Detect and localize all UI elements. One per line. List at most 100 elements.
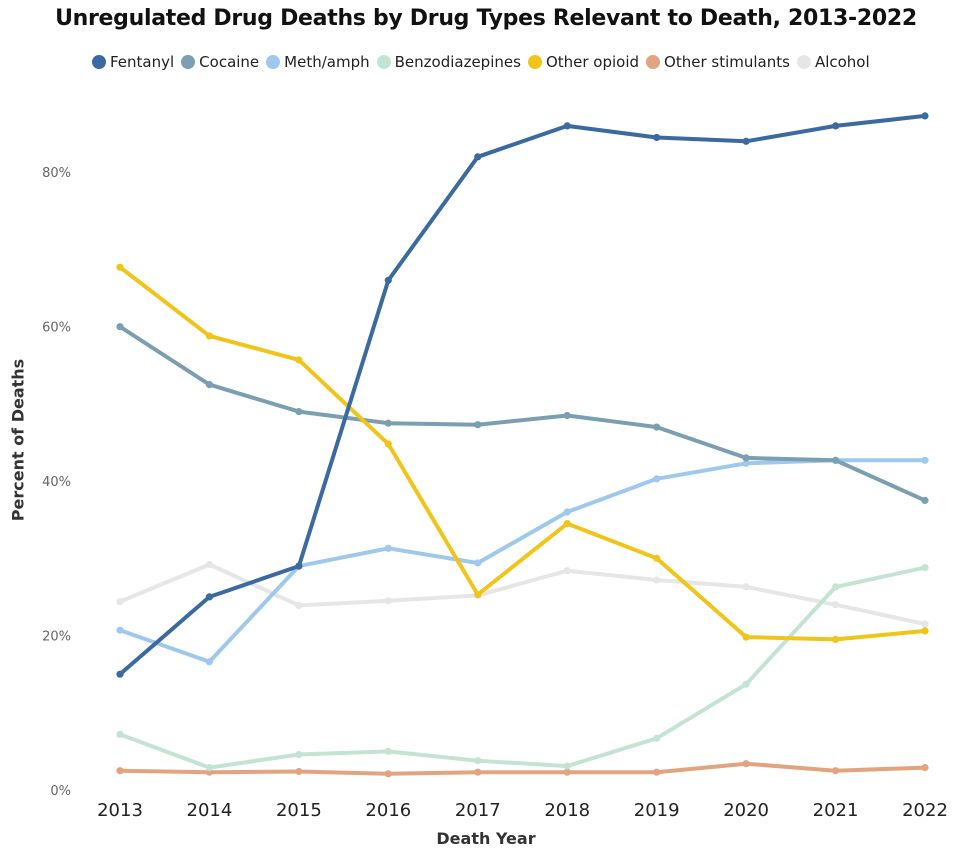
- series-other-stimulants: [116, 760, 929, 778]
- data-point-other-opioid[interactable]: [474, 591, 482, 599]
- data-point-other-opioid[interactable]: [295, 356, 303, 364]
- data-point-cocaine[interactable]: [921, 496, 929, 504]
- data-point-other-opioid[interactable]: [205, 332, 213, 340]
- data-point-benzodiazepines[interactable]: [832, 583, 840, 591]
- data-point-alcohol[interactable]: [116, 598, 124, 606]
- series-cocaine: [116, 323, 929, 504]
- data-point-other-opioid[interactable]: [384, 440, 392, 448]
- legend-label: Benzodiazepines: [394, 53, 521, 71]
- legend-label: Other stimulants: [664, 53, 790, 71]
- y-tick-label: 40%: [42, 475, 71, 490]
- data-point-fentanyl[interactable]: [474, 153, 482, 161]
- data-point-benzodiazepines[interactable]: [384, 747, 392, 756]
- data-point-fentanyl[interactable]: [742, 137, 750, 145]
- data-point-cocaine[interactable]: [563, 411, 571, 420]
- legend-item-other-opioid[interactable]: Other opioid: [527, 53, 639, 71]
- series-line-fentanyl: [118, 113, 927, 677]
- x-tick-label: 2019: [634, 800, 680, 821]
- data-point-meth-amph[interactable]: [742, 459, 750, 467]
- data-point-cocaine[interactable]: [205, 381, 213, 389]
- legend-item-alcohol[interactable]: Alcohol: [796, 53, 870, 71]
- x-tick-label: 2022: [902, 800, 948, 821]
- data-point-cocaine[interactable]: [742, 454, 750, 462]
- data-point-other-stimulants[interactable]: [116, 767, 124, 775]
- data-point-other-stimulants[interactable]: [384, 770, 392, 778]
- data-point-benzodiazepines[interactable]: [653, 734, 661, 742]
- legend-item-meth-amph[interactable]: Meth/amph: [266, 53, 370, 71]
- data-point-alcohol[interactable]: [653, 576, 661, 584]
- data-point-meth-amph[interactable]: [116, 626, 124, 634]
- data-point-alcohol[interactable]: [384, 597, 392, 605]
- x-tick-label: 2017: [455, 800, 501, 821]
- data-point-fentanyl[interactable]: [116, 670, 124, 678]
- data-point-meth-amph[interactable]: [563, 508, 571, 516]
- legend-swatch: [527, 55, 542, 69]
- data-point-cocaine[interactable]: [384, 419, 392, 427]
- data-point-benzodiazepines[interactable]: [921, 564, 929, 572]
- data-point-cocaine[interactable]: [474, 421, 482, 429]
- data-point-other-opioid[interactable]: [116, 263, 124, 271]
- x-tick-label: 2014: [187, 800, 233, 821]
- data-point-other-opioid[interactable]: [832, 635, 840, 644]
- data-point-other-opioid[interactable]: [653, 554, 661, 562]
- data-point-alcohol[interactable]: [921, 620, 929, 628]
- data-point-cocaine[interactable]: [116, 323, 124, 331]
- data-point-meth-amph[interactable]: [384, 544, 392, 552]
- x-tick-label: 2021: [813, 800, 859, 821]
- legend-item-other-stimulants[interactable]: Other stimulants: [646, 53, 790, 71]
- data-point-other-stimulants[interactable]: [832, 767, 840, 775]
- series-line-cocaine: [118, 324, 927, 503]
- data-point-fentanyl[interactable]: [384, 276, 392, 284]
- data-point-other-stimulants[interactable]: [474, 768, 482, 776]
- data-point-fentanyl[interactable]: [205, 593, 213, 601]
- data-point-other-stimulants[interactable]: [563, 768, 571, 776]
- data-point-benzodiazepines[interactable]: [742, 680, 750, 688]
- data-point-other-opioid[interactable]: [921, 627, 929, 635]
- data-point-benzodiazepines[interactable]: [205, 764, 213, 772]
- data-point-alcohol[interactable]: [205, 560, 213, 569]
- data-point-cocaine[interactable]: [832, 456, 840, 464]
- data-point-fentanyl[interactable]: [921, 112, 929, 120]
- data-point-other-stimulants[interactable]: [295, 767, 303, 776]
- y-tick-label: 20%: [42, 630, 71, 645]
- x-tick-label: 2020: [723, 800, 769, 821]
- legend-label: Alcohol: [814, 53, 870, 71]
- data-point-benzodiazepines[interactable]: [295, 750, 303, 759]
- data-point-meth-amph[interactable]: [474, 559, 482, 567]
- data-point-other-opioid[interactable]: [563, 520, 571, 528]
- data-point-meth-amph[interactable]: [653, 475, 661, 483]
- data-point-other-stimulants[interactable]: [742, 760, 750, 768]
- data-point-alcohol[interactable]: [742, 583, 750, 591]
- legend-item-fentanyl[interactable]: Fentanyl: [92, 53, 174, 71]
- data-point-fentanyl[interactable]: [653, 133, 661, 142]
- legend-swatch: [92, 55, 106, 69]
- data-point-alcohol[interactable]: [295, 601, 303, 610]
- data-point-meth-amph[interactable]: [205, 658, 213, 666]
- data-point-benzodiazepines[interactable]: [116, 730, 124, 739]
- data-point-cocaine[interactable]: [295, 408, 303, 416]
- data-point-other-stimulants[interactable]: [653, 768, 661, 776]
- data-point-alcohol[interactable]: [832, 601, 840, 609]
- data-point-other-opioid[interactable]: [742, 633, 750, 641]
- x-tick-label: 2018: [544, 800, 590, 821]
- legend-label: Cocaine: [199, 53, 260, 71]
- legend-item-benzodiazepines[interactable]: Benzodiazepines: [376, 53, 521, 71]
- data-point-fentanyl[interactable]: [295, 562, 303, 570]
- series-line-benzodiazepines: [118, 565, 927, 770]
- data-point-fentanyl[interactable]: [832, 122, 840, 130]
- data-point-fentanyl[interactable]: [563, 122, 571, 130]
- chart-title: Unregulated Drug Deaths by Drug Types Re…: [55, 6, 917, 31]
- series-benzodiazepines: [116, 564, 929, 772]
- legend-label: Meth/amph: [284, 53, 370, 71]
- data-point-benzodiazepines[interactable]: [563, 762, 571, 770]
- data-point-meth-amph[interactable]: [921, 456, 929, 464]
- x-tick-label: 2016: [365, 800, 411, 821]
- data-point-cocaine[interactable]: [653, 423, 661, 431]
- series-line-alcohol: [118, 562, 927, 626]
- y-tick-label: 80%: [42, 166, 71, 181]
- data-point-alcohol[interactable]: [563, 567, 571, 575]
- legend-item-cocaine[interactable]: Cocaine: [181, 53, 259, 71]
- data-point-benzodiazepines[interactable]: [474, 757, 482, 765]
- data-point-other-stimulants[interactable]: [921, 764, 929, 772]
